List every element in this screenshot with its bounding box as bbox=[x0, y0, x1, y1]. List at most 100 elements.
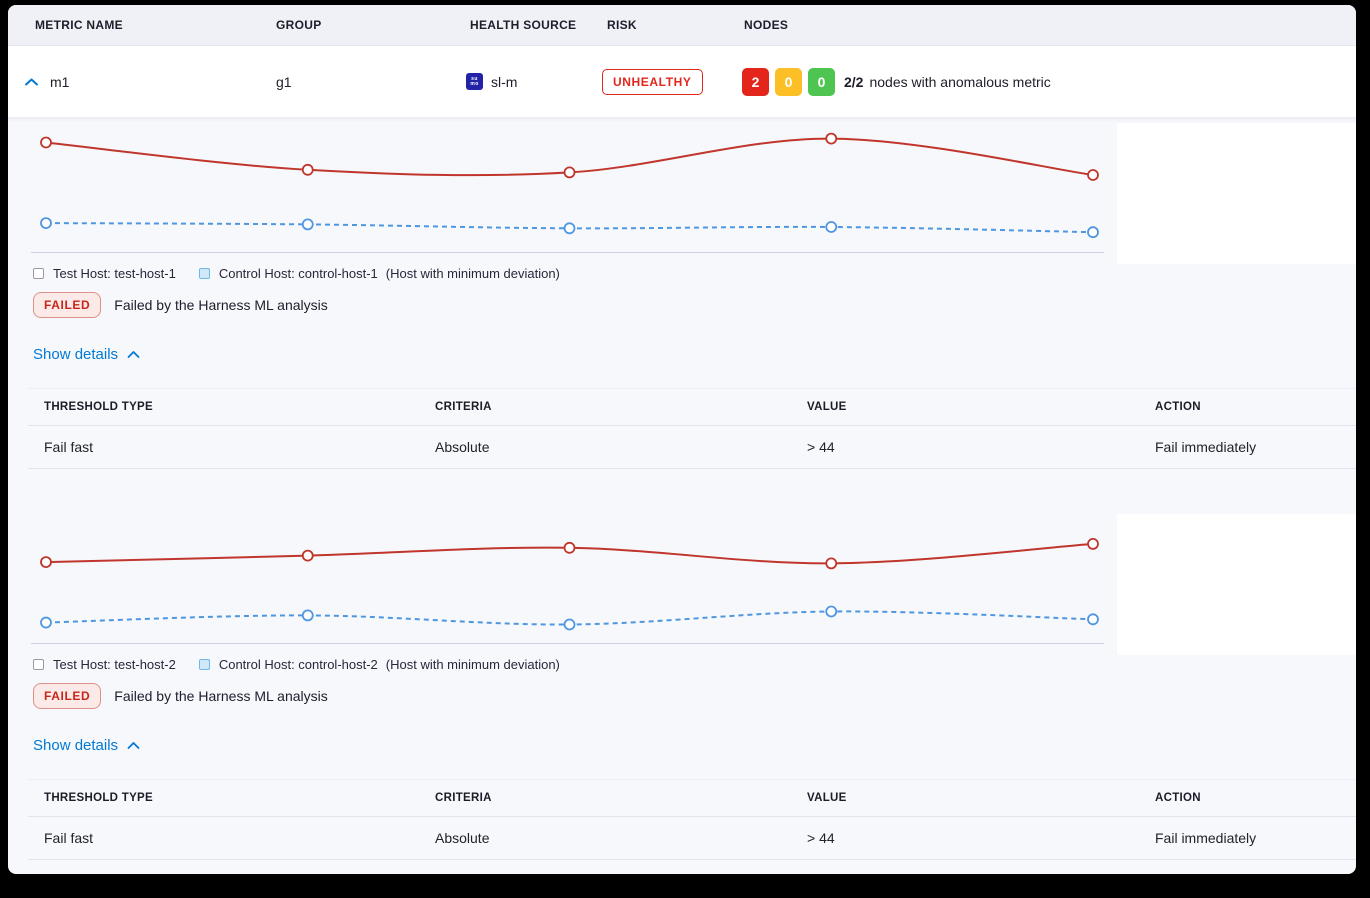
chart-data-point[interactable] bbox=[301, 609, 314, 622]
test-host-label: Test Host: test-host-1 bbox=[53, 266, 176, 281]
legend-item-control-host[interactable]: Control Host: control-host-2 bbox=[198, 657, 378, 672]
control-host-checkbox[interactable] bbox=[198, 268, 210, 279]
legend-item-test-host[interactable]: Test Host: test-host-1 bbox=[33, 266, 176, 281]
legend-item-control-host[interactable]: Control Host: control-host-1 bbox=[198, 266, 378, 281]
chevron-up-icon bbox=[127, 351, 140, 358]
control-host-checkbox[interactable] bbox=[198, 659, 210, 670]
chart-data-point[interactable] bbox=[825, 605, 838, 618]
column-header-group: GROUP bbox=[276, 18, 322, 32]
health-source-value: sl-m bbox=[491, 73, 518, 90]
chevron-up-icon bbox=[127, 742, 140, 749]
chart-legend: Test Host: test-host-1 Control Host: con… bbox=[33, 266, 560, 281]
chart-data-point[interactable] bbox=[301, 549, 314, 562]
column-header-health-source: HEALTH SOURCE bbox=[470, 18, 577, 32]
chart-data-point[interactable] bbox=[1087, 169, 1099, 181]
metric-comparison-chart[interactable] bbox=[20, 120, 1115, 260]
chart-side-panel bbox=[1117, 514, 1356, 655]
threshold-table-header: THRESHOLD TYPE CRITERIA VALUE ACTION bbox=[28, 779, 1356, 817]
chart-data-point[interactable] bbox=[825, 221, 838, 233]
chart-legend: Test Host: test-host-2 Control Host: con… bbox=[33, 657, 560, 672]
col-value: VALUE bbox=[807, 792, 847, 804]
chart-data-point[interactable] bbox=[40, 616, 52, 629]
chart-side-panel bbox=[1117, 123, 1356, 264]
analysis-status-message: Failed by the Harness ML analysis bbox=[114, 688, 328, 704]
chart-data-point[interactable] bbox=[563, 222, 576, 235]
anomalous-node-ratio: 2/2 bbox=[844, 73, 864, 90]
minimum-deviation-note: (Host with minimum deviation) bbox=[385, 266, 560, 281]
show-details-toggle[interactable]: Show details bbox=[33, 346, 140, 363]
show-details-label: Show details bbox=[33, 737, 119, 754]
threshold-table: THRESHOLD TYPE CRITERIA VALUE ACTION Fai… bbox=[28, 779, 1356, 860]
host-analysis-section-2: Test Host: test-host-2 Control Host: con… bbox=[8, 511, 1356, 871]
chart-data-point[interactable] bbox=[825, 132, 838, 145]
chart-data-point[interactable] bbox=[825, 557, 838, 570]
chevron-up-icon bbox=[25, 78, 38, 85]
legend-item-test-host[interactable]: Test Host: test-host-2 bbox=[33, 657, 176, 672]
threshold-type-value: Fail fast bbox=[44, 830, 94, 846]
column-header-metric-name: METRIC NAME bbox=[35, 18, 123, 32]
healthy-node-count-badge: 0 bbox=[808, 67, 835, 96]
health-source-cell: su mo sl-m bbox=[466, 46, 517, 117]
chart-data-point[interactable] bbox=[301, 218, 314, 231]
metric-row[interactable]: m1 g1 su mo sl-m UNHEALTHY 2 0 0 2/2 nod… bbox=[8, 46, 1356, 118]
chart-data-point[interactable] bbox=[40, 136, 52, 149]
risk-cell: UNHEALTHY bbox=[602, 46, 703, 117]
control-host-label: Control Host: control-host-2 bbox=[218, 657, 378, 672]
col-criteria: CRITERIA bbox=[435, 401, 492, 413]
collapse-row-button[interactable] bbox=[24, 46, 39, 117]
sumologic-icon: su mo bbox=[466, 73, 483, 90]
host-analysis-section-1: Test Host: test-host-1 Control Host: con… bbox=[8, 120, 1356, 480]
failed-status-badge: FAILED bbox=[33, 683, 102, 709]
sumologic-icon-text-1: su bbox=[471, 75, 478, 82]
metric-comparison-chart[interactable] bbox=[20, 511, 1115, 651]
col-threshold-type: THRESHOLD TYPE bbox=[44, 401, 153, 413]
chart-data-point[interactable] bbox=[1087, 613, 1099, 626]
chart-data-point[interactable] bbox=[1087, 538, 1099, 550]
threshold-table-row: Fail fast Absolute > 44 Fail immediately bbox=[28, 426, 1356, 469]
col-action: ACTION bbox=[1155, 792, 1201, 804]
col-criteria: CRITERIA bbox=[435, 792, 492, 804]
threshold-table: THRESHOLD TYPE CRITERIA VALUE ACTION Fai… bbox=[28, 388, 1356, 469]
criteria-value: Absolute bbox=[435, 439, 490, 455]
chart-data-point[interactable] bbox=[563, 166, 576, 179]
show-details-toggle[interactable]: Show details bbox=[33, 737, 140, 754]
test-host-checkbox[interactable] bbox=[33, 268, 44, 279]
chart-data-point[interactable] bbox=[563, 541, 576, 554]
risk-status-badge: UNHEALTHY bbox=[602, 68, 703, 95]
chart-data-point[interactable] bbox=[563, 618, 576, 631]
chart-data-point[interactable] bbox=[301, 163, 314, 176]
analysis-status-message: Failed by the Harness ML analysis bbox=[114, 297, 328, 313]
table-header-bar: METRIC NAME GROUP HEALTH SOURCE RISK NOD… bbox=[8, 5, 1356, 46]
value-value: > 44 bbox=[807, 830, 835, 846]
chart-data-point[interactable] bbox=[40, 556, 52, 568]
col-action: ACTION bbox=[1155, 401, 1201, 413]
metric-name-value: m1 bbox=[50, 73, 70, 90]
test-host-checkbox[interactable] bbox=[33, 659, 44, 670]
minimum-deviation-note: (Host with minimum deviation) bbox=[385, 657, 560, 672]
analysis-status-row: FAILED Failed by the Harness ML analysis bbox=[33, 683, 328, 709]
chart-data-point[interactable] bbox=[1087, 226, 1099, 239]
node-count-badges: 2 0 0 bbox=[742, 67, 835, 96]
threshold-type-value: Fail fast bbox=[44, 439, 94, 455]
action-value: Fail immediately bbox=[1155, 830, 1257, 846]
column-header-risk: RISK bbox=[607, 18, 637, 32]
sumologic-icon-text-2: mo bbox=[470, 80, 479, 87]
analysis-status-row: FAILED Failed by the Harness ML analysis bbox=[33, 292, 328, 318]
test-host-label: Test Host: test-host-2 bbox=[53, 657, 176, 672]
col-threshold-type: THRESHOLD TYPE bbox=[44, 792, 153, 804]
metrics-analysis-panel: METRIC NAME GROUP HEALTH SOURCE RISK NOD… bbox=[8, 5, 1356, 874]
group-value: g1 bbox=[276, 73, 292, 90]
criteria-value: Absolute bbox=[435, 830, 490, 846]
threshold-table-header: THRESHOLD TYPE CRITERIA VALUE ACTION bbox=[28, 388, 1356, 426]
col-value: VALUE bbox=[807, 401, 847, 413]
unhealthy-node-count-badge: 2 bbox=[742, 67, 769, 96]
show-details-label: Show details bbox=[33, 346, 119, 363]
failed-status-badge: FAILED bbox=[33, 292, 102, 318]
action-value: Fail immediately bbox=[1155, 439, 1257, 455]
anomalous-node-description: nodes with anomalous metric bbox=[869, 73, 1051, 90]
nodes-cell: 2 0 0 2/2 nodes with anomalous metric bbox=[742, 46, 1051, 117]
observe-node-count-badge: 0 bbox=[775, 67, 802, 96]
column-header-nodes: NODES bbox=[744, 18, 789, 32]
chart-data-point[interactable] bbox=[40, 217, 52, 229]
value-value: > 44 bbox=[807, 439, 835, 455]
